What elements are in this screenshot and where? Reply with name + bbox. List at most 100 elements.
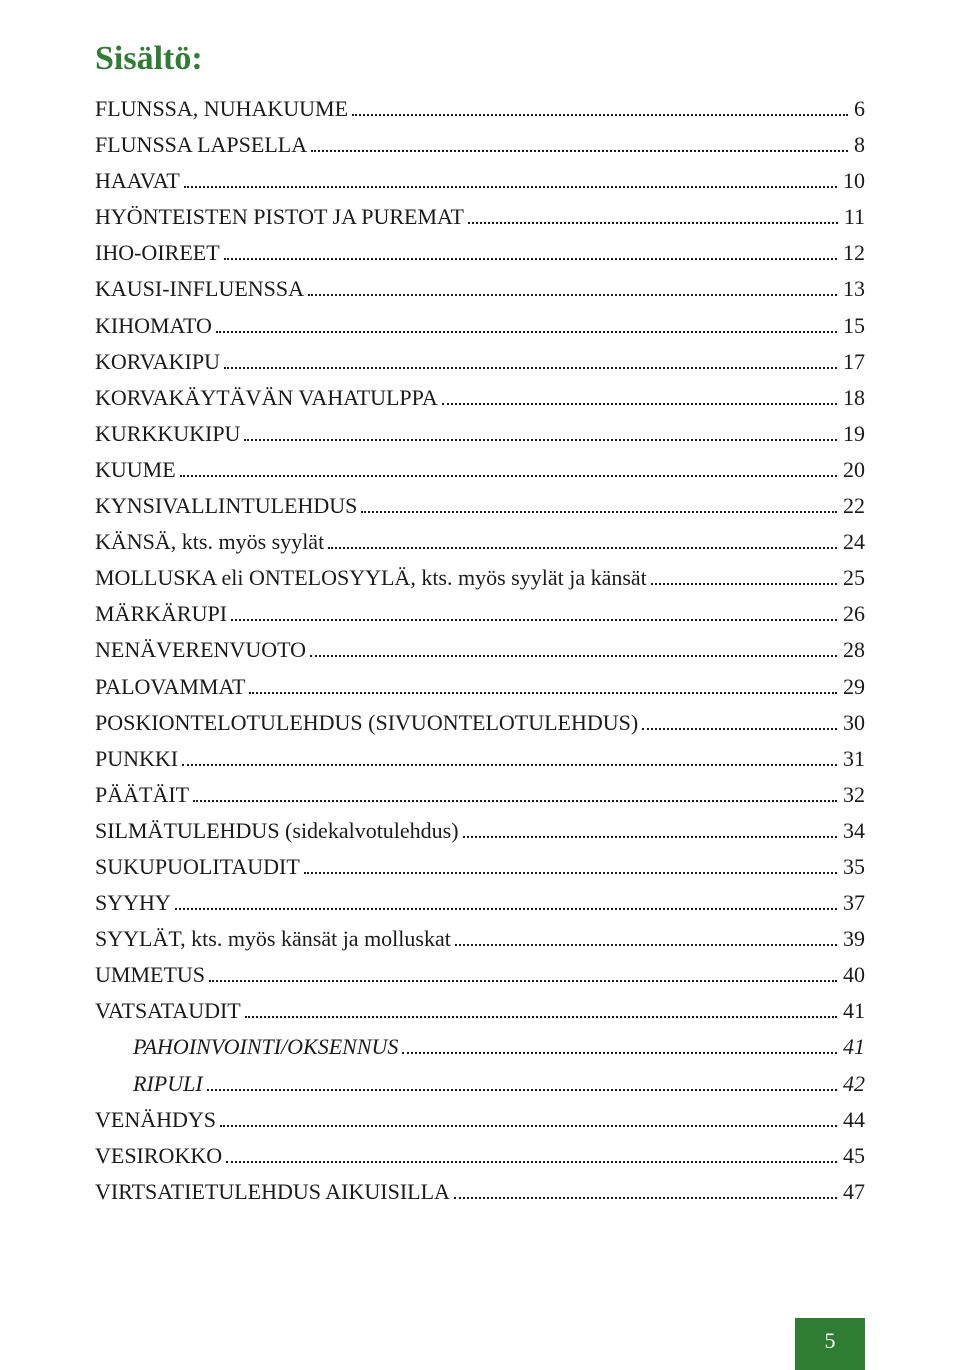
- toc-entry-page: 39: [841, 922, 865, 956]
- toc-leader-dots: [454, 1197, 837, 1199]
- toc-entry-page: 31: [841, 742, 865, 776]
- toc-entry-page: 19: [841, 417, 865, 451]
- toc-entry: UMMETUS 40: [95, 958, 865, 992]
- toc-entry-label: KORVAKIPU: [95, 345, 220, 379]
- toc-leader-dots: [328, 547, 837, 549]
- toc-leader-dots: [651, 583, 837, 585]
- toc-entry-page: 34: [841, 814, 865, 848]
- toc-entry: VENÄHDYS 44: [95, 1103, 865, 1137]
- toc-entry-label: SUKUPUOLITAUDIT: [95, 850, 300, 884]
- toc-entry: KORVAKÄYTÄVÄN VAHATULPPA 18: [95, 381, 865, 415]
- toc-entry-label: KAUSI-INFLUENSSA: [95, 272, 304, 306]
- toc-entry: KORVAKIPU 17: [95, 345, 865, 379]
- toc-entry-label: IHO-OIREET: [95, 236, 220, 270]
- toc-entry-label: SILMÄTULEHDUS (sidekalvotulehdus): [95, 814, 459, 848]
- toc-entry-page: 40: [841, 958, 865, 992]
- page-number: 5: [825, 1328, 836, 1354]
- toc-entry-page: 17: [841, 345, 865, 379]
- toc-leader-dots: [244, 439, 837, 441]
- toc-leader-dots: [455, 944, 837, 946]
- toc-entry-page: 30: [841, 706, 865, 740]
- toc-entry-label: POSKIONTELOTULEHDUS (SIVUONTELOTULEHDUS): [95, 706, 638, 740]
- toc-leader-dots: [304, 872, 837, 874]
- toc-leader-dots: [220, 1125, 837, 1127]
- toc-entry-page: 18: [841, 381, 865, 415]
- toc-entry-page: 25: [841, 561, 865, 595]
- toc-entry: PALOVAMMAT 29: [95, 670, 865, 704]
- toc-entry-label: VENÄHDYS: [95, 1103, 216, 1137]
- toc-leader-dots: [207, 1089, 837, 1091]
- toc-leader-dots: [361, 511, 837, 513]
- toc-entry-page: 37: [841, 886, 865, 920]
- toc-entry-label: KYNSIVALLINTULEHDUS: [95, 489, 357, 523]
- toc-entry: SILMÄTULEHDUS (sidekalvotulehdus) 34: [95, 814, 865, 848]
- toc-entry-label: PAHOINVOINTI/OKSENNUS: [95, 1030, 398, 1064]
- toc-entry: KÄNSÄ, kts. myös syylät24: [95, 525, 865, 559]
- toc-entry: HYÖNTEISTEN PISTOT JA PUREMAT 11: [95, 200, 865, 234]
- toc-entry-label: KIHOMATO: [95, 309, 212, 343]
- toc-entry-label: HYÖNTEISTEN PISTOT JA PUREMAT: [95, 200, 464, 234]
- toc-entry: PUNKKI 31: [95, 742, 865, 776]
- toc-entry-page: 26: [841, 597, 865, 631]
- toc-entry-label: PALOVAMMAT: [95, 670, 245, 704]
- toc-entry-label: UMMETUS: [95, 958, 205, 992]
- toc-entry-label: FLUNSSA, NUHAKUUME: [95, 92, 348, 126]
- toc-entry-label: HAAVAT: [95, 164, 180, 198]
- toc-entry: SYYLÄT, kts. myös känsät ja molluskat39: [95, 922, 865, 956]
- toc-entry: VIRTSATIETULEHDUS AIKUISILLA47: [95, 1175, 865, 1209]
- toc-entry-page: 20: [841, 453, 865, 487]
- toc-entry: KAUSI-INFLUENSSA 13: [95, 272, 865, 306]
- toc-entry-page: 22: [841, 489, 865, 523]
- toc-leader-dots: [310, 655, 837, 657]
- toc-entry: SUKUPUOLITAUDIT 35: [95, 850, 865, 884]
- toc-entry: POSKIONTELOTULEHDUS (SIVUONTELOTULEHDUS)…: [95, 706, 865, 740]
- toc-entry-page: 35: [841, 850, 865, 884]
- page-content: Sisältö: FLUNSSA, NUHAKUUME6FLUNSSA LAPS…: [0, 0, 960, 1209]
- toc-entry-label: NENÄVERENVUOTO: [95, 633, 306, 667]
- toc-entry-page: 6: [852, 92, 865, 126]
- toc-entry-page: 11: [842, 200, 865, 234]
- toc-entry: KIHOMATO 15: [95, 309, 865, 343]
- toc-entry: PAHOINVOINTI/OKSENNUS 41: [95, 1030, 865, 1064]
- page-number-badge: 5: [795, 1318, 865, 1370]
- toc-entry-label: KORVAKÄYTÄVÄN VAHATULPPA: [95, 381, 438, 415]
- toc-leader-dots: [308, 294, 837, 296]
- toc-leader-dots: [226, 1161, 837, 1163]
- toc-entry-label: RIPULI: [95, 1067, 203, 1101]
- toc-list: FLUNSSA, NUHAKUUME 6FLUNSSA LAPSELLA8HAAV…: [95, 92, 865, 1209]
- toc-entry: VESIROKKO45: [95, 1139, 865, 1173]
- toc-entry-page: 29: [841, 670, 865, 704]
- toc-entry-label: PUNKKI: [95, 742, 178, 776]
- toc-entry-page: 24: [841, 525, 865, 559]
- toc-leader-dots: [249, 692, 837, 694]
- toc-entry-page: 13: [841, 272, 865, 306]
- toc-entry: MOLLUSKA eli ONTELOSYYLÄ, kts. myös syyl…: [95, 561, 865, 595]
- toc-entry: VATSATAUDIT 41: [95, 994, 865, 1028]
- toc-entry-label: KURKKUKIPU: [95, 417, 240, 451]
- toc-entry-page: 10: [841, 164, 865, 198]
- toc-leader-dots: [175, 908, 837, 910]
- toc-entry: FLUNSSA LAPSELLA8: [95, 128, 865, 162]
- toc-entry-label: KUUME: [95, 453, 176, 487]
- toc-leader-dots: [209, 980, 837, 982]
- toc-entry: SYYHY37: [95, 886, 865, 920]
- toc-leader-dots: [182, 764, 837, 766]
- toc-entry-label: PÄÄTÄIT: [95, 778, 189, 812]
- toc-leader-dots: [642, 728, 837, 730]
- toc-leader-dots: [311, 150, 848, 152]
- toc-leader-dots: [245, 1016, 837, 1018]
- toc-entry-label: MOLLUSKA eli ONTELOSYYLÄ, kts. myös syyl…: [95, 561, 647, 595]
- toc-entry: FLUNSSA, NUHAKUUME 6: [95, 92, 865, 126]
- toc-entry-page: 44: [841, 1103, 865, 1137]
- toc-leader-dots: [193, 800, 837, 802]
- toc-entry-label: VATSATAUDIT: [95, 994, 241, 1028]
- toc-entry-label: VIRTSATIETULEHDUS AIKUISILLA: [95, 1175, 450, 1209]
- toc-leader-dots: [180, 475, 837, 477]
- toc-entry-page: 32: [841, 778, 865, 812]
- toc-entry-page: 15: [841, 309, 865, 343]
- toc-entry-page: 41: [841, 994, 865, 1028]
- toc-leader-dots: [468, 222, 838, 224]
- toc-entry-page: 8: [852, 128, 865, 162]
- toc-leader-dots: [216, 331, 837, 333]
- toc-leader-dots: [231, 619, 837, 621]
